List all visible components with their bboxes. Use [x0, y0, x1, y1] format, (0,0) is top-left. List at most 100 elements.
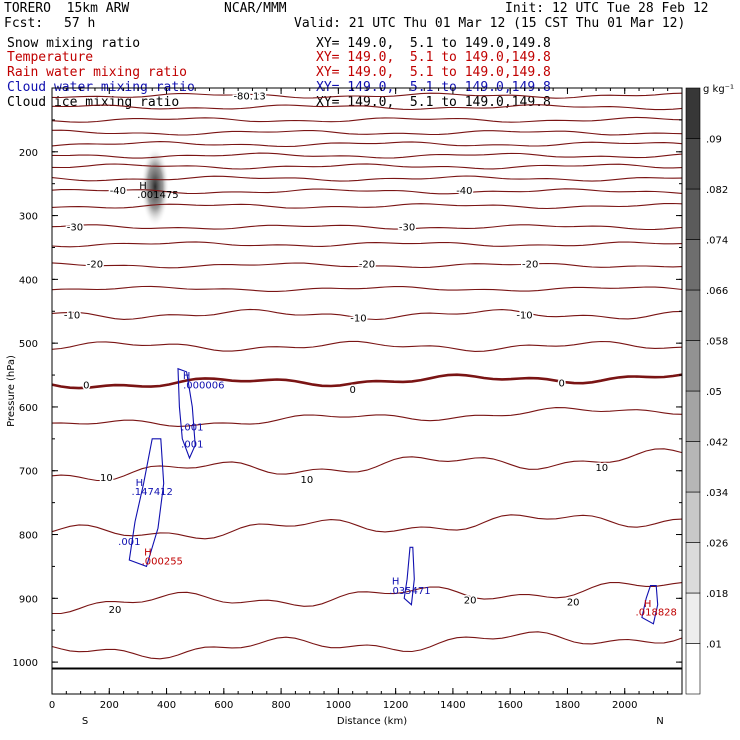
field-name-rain-water: Rain water mixing ratio [7, 65, 188, 80]
model-title: TORERO 15km ARW [4, 1, 130, 16]
colorbar-segment-8 [685, 239, 701, 291]
temperature-contour-m75 [51, 104, 683, 111]
temperature-label-5: -20 [87, 259, 103, 270]
field-xy-temperature: XY= 149.0, 5.1 to 149.0,149.8 [316, 50, 551, 65]
temperature-contour-m10 [51, 308, 683, 321]
rain-water-label-2: H [644, 599, 652, 610]
cloud-water-label-5: .147412 [132, 487, 173, 498]
x-tick-label-8: 1600 [497, 700, 522, 711]
temperature-label-2: -40 [456, 186, 472, 197]
colorbar-segment-9 [685, 188, 701, 240]
temperature-contour-m45 [51, 175, 683, 182]
temperature-label-3: -30 [67, 222, 83, 233]
temperature-label-16: 10 [595, 463, 608, 474]
y-tick-label-3: 500 [19, 339, 38, 350]
cloud-water-contour-2 [403, 546, 415, 606]
colorbar-segment-3 [685, 491, 701, 543]
field-xy-rain-water: XY= 149.0, 5.1 to 149.0,149.8 [316, 65, 551, 80]
forecast-hours: 57 h [64, 16, 96, 31]
y-axis-label: Pressure (hPa) [6, 355, 17, 427]
temperature-contour-10 [51, 448, 683, 482]
colorbar-segment-5 [685, 390, 701, 442]
x-tick-label-2: 400 [157, 700, 176, 711]
snow-shading [141, 146, 170, 227]
cloud-water-contour-3 [641, 585, 659, 625]
rain-water-label-0: H [144, 548, 152, 559]
x-tick-label-6: 1200 [383, 700, 408, 711]
colorbar-segment-6 [685, 340, 701, 392]
x-tick-label-5: 1000 [326, 700, 351, 711]
temperature-contour-m65 [51, 129, 683, 136]
x-tick-label-1: 200 [100, 700, 119, 711]
rain-water-label-1: .000255 [142, 557, 183, 568]
temperature-contour-m55 [51, 152, 683, 159]
temperature-label-8: -10 [64, 310, 80, 321]
temperature-label-4: -30 [399, 222, 415, 233]
cloud-water-label-0: H [183, 371, 191, 382]
colorbar-tick-label-6: .058 [706, 337, 728, 348]
center-title: NCAR/MMM [224, 1, 287, 16]
y-tick-label-2: 400 [19, 275, 38, 286]
temperature-label-14: 10 [100, 473, 113, 484]
cloud-water-label-4: H [136, 478, 144, 489]
y-tick-label-8: 1000 [13, 658, 38, 669]
y-tick-label-4: 600 [19, 403, 38, 414]
colorbar-tick-label-3: .034 [706, 488, 728, 499]
north-label: N [656, 716, 663, 727]
temperature-label-12: 0 [349, 385, 355, 396]
colorbar-segment-7 [685, 289, 701, 341]
temperature-contour-m40 [51, 188, 683, 195]
colorbar-tick-label-1: .018 [706, 589, 728, 600]
temperature-label-18: 20 [464, 596, 477, 607]
colorbar-tick-label-2: .026 [706, 539, 728, 550]
snow-label-1: .001475 [137, 190, 178, 201]
temperature-contour-m35 [51, 202, 683, 210]
y-tick-label-6: 800 [19, 531, 38, 542]
temperature-label-15: 10 [300, 475, 313, 486]
valid-time: Valid: 21 UTC Thu 01 Mar 12 (15 CST Thu … [294, 16, 686, 31]
y-tick-label-5: 700 [19, 467, 38, 478]
cloud-water-contour-1 [128, 438, 165, 568]
field-name-temperature: Temperature [7, 50, 94, 65]
temperature-contour-m60 [51, 141, 683, 148]
temperature-label-6: -20 [359, 259, 375, 270]
y-tick-label-1: 300 [19, 212, 38, 223]
temperature-label-7: -20 [522, 259, 538, 270]
forecast-label: Fcst: [4, 16, 44, 31]
temperature-label-13: 0 [559, 379, 565, 390]
x-tick-label-0: 0 [49, 700, 55, 711]
y-tick-label-0: 200 [19, 148, 38, 159]
field-name-snow: Snow mixing ratio [7, 36, 141, 51]
temperature-label-9: -10 [350, 314, 366, 325]
temperature-contour-m30 [51, 224, 683, 231]
colorbar-unit: g kg⁻¹ [703, 84, 734, 95]
colorbar-tick-label-4: .042 [706, 438, 728, 449]
temperature-label-0: -80.13 [233, 92, 265, 103]
temperature-label-19: 20 [567, 598, 580, 609]
colorbar-segment-10 [685, 138, 701, 190]
init-time: Init: 12 UTC Tue 28 Feb 12 [505, 1, 709, 16]
temperature-contour-5 [51, 407, 683, 427]
colorbar-tick-label-5: .05 [706, 387, 722, 398]
snow-label-0: H [139, 181, 147, 192]
rain-water-label-3: .018828 [636, 608, 677, 619]
temperature-label-1: -40 [110, 186, 126, 197]
colorbar-segment-4 [685, 441, 701, 493]
cloud-water-contour-0 [177, 367, 196, 460]
temperature-contour-15 [51, 514, 683, 540]
colorbar-tick-label-8: .074 [706, 236, 728, 247]
temperature-contour-m80 [51, 92, 683, 99]
temperature-label-11: 0 [83, 381, 89, 392]
x-axis-label: Distance (km) [337, 716, 407, 727]
colorbar-tick-label-9: .082 [706, 185, 728, 196]
x-tick-label-7: 1400 [440, 700, 465, 711]
x-tick-label-4: 800 [272, 700, 291, 711]
x-tick-label-10: 2000 [612, 700, 637, 711]
temperature-contour-0 [51, 373, 683, 390]
colorbar-segment-0 [685, 643, 701, 695]
field-xy-snow: XY= 149.0, 5.1 to 149.0,149.8 [316, 36, 551, 51]
cloud-water-label-8: .035471 [389, 586, 430, 597]
cloud-water-label-3: .001 [181, 439, 203, 450]
temperature-contour-m50 [51, 163, 683, 170]
